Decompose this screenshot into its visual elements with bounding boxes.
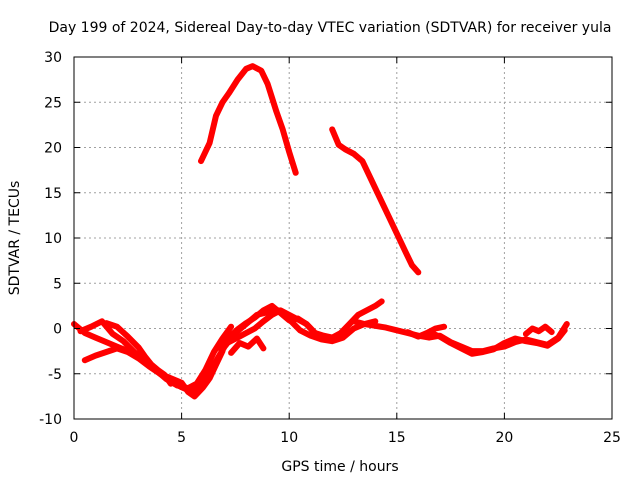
series-line-arc-low-4 [103,320,174,387]
x-tick-label: 0 [70,430,79,446]
y-tick-label: 5 [53,276,62,292]
series-line-arc-low-9 [426,327,568,357]
chart-title: Day 199 of 2024, Sidereal Day-to-day VTE… [49,20,612,36]
x-axis-label: GPS time / hours [281,459,398,475]
x-tick-label: 15 [388,430,406,446]
y-tick-label: 10 [44,231,62,247]
y-tick-label: 20 [44,141,62,157]
y-tick-label: 0 [53,322,62,338]
x-tick-label: 20 [495,430,513,446]
series-line-arc-low-3 [81,345,207,395]
y-tick-label: 15 [44,186,62,202]
series-line-arc-low-10 [404,323,448,340]
y-axis-label: SDTVAR / TECUs [7,181,23,296]
y-tick-label: 25 [44,95,62,111]
y-tick-label: 30 [44,50,62,66]
series-line-arc-high-1 [198,63,299,176]
x-tick-label: 5 [177,430,186,446]
x-tick-label: 25 [603,430,621,446]
x-tick-label: 10 [280,430,298,446]
series-layer [71,63,570,400]
y-tick-label: -10 [39,412,62,428]
y-tick-label: -5 [48,367,62,383]
series-line-arc-low-7 [225,298,385,346]
series-line-arc-low-12 [228,335,267,356]
ticks: 0 5 10 15 20 25 -10 -5 0 5 10 15 20 25 30 [39,50,621,446]
series-line-arc-low-11 [522,323,555,337]
series-line-arc-high-2 [329,126,422,276]
